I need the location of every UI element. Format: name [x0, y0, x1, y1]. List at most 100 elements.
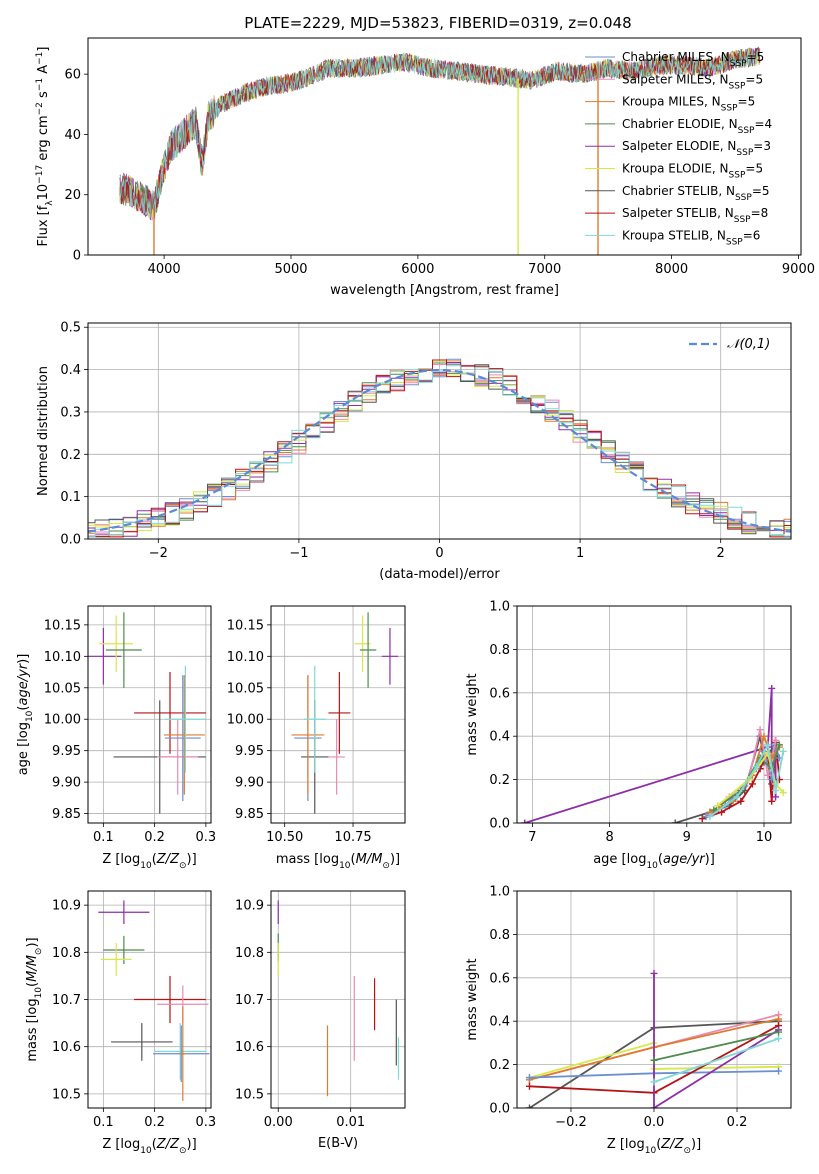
x-tick-label: −2 [149, 546, 168, 561]
x-axis-label: E(B-V) [318, 1136, 358, 1151]
y-tick-label: 0.0 [489, 817, 510, 832]
errorbar-point [303, 665, 326, 773]
y-tick-label: 10.9 [52, 899, 81, 914]
legend-entry: Chabrier ELODIE, NSSP=4 [622, 117, 772, 136]
histogram-step [88, 362, 791, 538]
y-tick-label: 10.15 [227, 618, 264, 633]
y-tick-label: 1.0 [489, 885, 510, 900]
panel-weight_vs_Z: −0.2 0.0 0.2 0.0 0.2 0.4 0.6 0.8 1.0 Z [log10(Z/Z… [465, 885, 792, 1156]
legend-entry: 𝒩(0,1) [727, 337, 770, 352]
weight-marker [768, 797, 776, 805]
y-tick-label: 9.85 [235, 807, 264, 822]
weight-series [706, 741, 787, 820]
errorbar-point [381, 628, 399, 685]
weight-marker [737, 797, 745, 805]
y-tick-label: 0.4 [489, 730, 510, 745]
x-tick-label: 8000 [655, 262, 688, 277]
legend-entry: Chabrier MILES, NSSP=5 [622, 50, 764, 69]
y-tick-label: 10.05 [227, 681, 264, 696]
x-tick-label: 0.3 [196, 830, 217, 845]
y-tick-label: 20 [64, 188, 81, 203]
plot-area-age_vs_Z [88, 612, 206, 814]
x-tick-label: 0.2 [144, 830, 165, 845]
histogram-step [88, 363, 791, 538]
y-axis-label: mass [log10(M/M⊙)] [25, 937, 44, 1061]
errorbar-point [359, 612, 377, 688]
x-tick-label: −0.2 [555, 1115, 587, 1130]
weight-marker [772, 793, 780, 801]
plot-area-mass_vs_EBV [277, 900, 400, 1097]
weight-marker [772, 737, 780, 745]
errorbar-point [154, 1023, 206, 1080]
x-axis-label: (data-model)/error [379, 567, 500, 582]
weight-series [650, 1035, 783, 1086]
axes-frame [270, 890, 406, 1109]
weight-line [524, 688, 777, 823]
y-axis-label: mass weight [465, 958, 480, 1040]
x-tick-label: 0.2 [727, 1115, 748, 1130]
axes-frame [87, 890, 212, 1109]
x-tick-label: 4000 [148, 262, 181, 277]
y-tick-label: 0.2 [60, 448, 81, 463]
y-tick-label: 0.6 [489, 971, 510, 986]
errorbar-point [105, 612, 142, 688]
weight-marker [775, 1067, 783, 1075]
weight-marker [650, 1078, 658, 1086]
y-tick-label: 9.90 [52, 776, 81, 791]
weight-marker [650, 1104, 658, 1108]
histogram-step [88, 365, 791, 538]
x-tick-label: 1 [576, 546, 584, 561]
spectrum-line [119, 48, 761, 218]
plot-area-mass_vs_Z [98, 900, 210, 1101]
weight-marker [714, 802, 722, 810]
weight-line [653, 973, 779, 1108]
legend-entry: Salpeter MILES, NSSP=5 [622, 72, 763, 91]
x-axis-label: age [log10(age/yr)] [593, 852, 715, 871]
x-tick-label: 7000 [528, 262, 561, 277]
figure-title: PLATE=2229, MJD=53823, FIBERID=0319, z=0… [244, 14, 631, 32]
panel-age_vs_Z: 0.1 0.2 0.3 9.85 9.90 9.95 10.00 10.05 10.10 10.1… [16, 605, 217, 871]
weight-marker [706, 812, 714, 820]
panel-weight_vs_age: 7 8 9 10 0.0 0.2 0.4 0.6 0.8 1.0 age [log10(age/yr… [465, 600, 792, 871]
y-axis-label: Flux [fλ10−17 erg cm−2 s−1 A−1] [35, 47, 55, 247]
x-tick-label: 10 [756, 830, 773, 845]
weight-line [709, 729, 777, 815]
weight-marker [772, 786, 780, 794]
weight-marker [764, 741, 772, 749]
y-tick-label: 60 [64, 68, 81, 83]
weight-marker [698, 815, 706, 823]
panel-mass_vs_EBV: 0.00 0.01 10.5 10.6 10.7 10.8 10.9 E(B-V) [235, 890, 406, 1151]
weight-marker [748, 780, 756, 788]
y-tick-label: 9.85 [52, 807, 81, 822]
weight-marker [756, 726, 764, 734]
x-tick-label: 0 [435, 546, 443, 561]
x-axis-label: wavelength [Angstrom, rest frame] [330, 283, 559, 298]
errorbar-point [98, 900, 150, 925]
legend-entry: Kroupa ELODIE, NSSP=5 [622, 162, 763, 181]
y-tick-label: 10.7 [52, 993, 81, 1008]
axes-frame [516, 605, 792, 824]
weight-marker [764, 771, 772, 779]
y-tick-label: 10.5 [52, 1087, 81, 1102]
y-tick-label: 0.3 [60, 405, 81, 420]
legend-entry: Salpeter STELIB, NSSP=8 [622, 206, 768, 225]
panels: 4000 5000 6000 7000 8000 90000204060Chabrier … [16, 37, 815, 1156]
x-tick-label: 9 [683, 830, 691, 845]
axes-frame [516, 890, 792, 1109]
spectrum-line [119, 47, 761, 217]
y-tick-label: 10.05 [44, 681, 81, 696]
weight-marker [779, 747, 787, 755]
y-tick-label: 1.0 [489, 600, 510, 615]
x-tick-label: 10.75 [334, 830, 371, 845]
legend-entry: Kroupa STELIB, NSSP=6 [622, 228, 760, 247]
x-tick-label: 10.50 [266, 830, 303, 845]
weight-series [650, 1028, 783, 1064]
weight-marker [525, 1104, 533, 1108]
errorbar-point [180, 1006, 186, 1101]
y-tick-label: 0.1 [60, 490, 81, 505]
x-tick-label: 0.1 [93, 1115, 114, 1130]
x-tick-label: −1 [289, 546, 308, 561]
plot-area-weight_vs_age [521, 684, 787, 823]
errorbar-point [328, 719, 345, 795]
